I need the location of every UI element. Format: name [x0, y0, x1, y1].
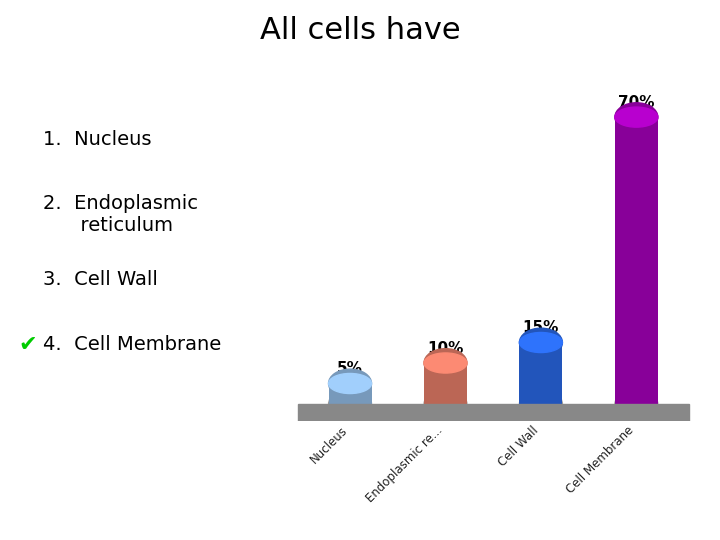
Text: 10%: 10%	[427, 341, 464, 356]
Ellipse shape	[615, 390, 658, 418]
Ellipse shape	[328, 390, 372, 418]
Bar	[297, 404, 689, 421]
Bar	[424, 363, 467, 404]
Bar	[519, 342, 562, 404]
Bar	[328, 383, 372, 404]
Ellipse shape	[424, 353, 467, 373]
Ellipse shape	[615, 103, 658, 131]
Text: 5%: 5%	[337, 361, 363, 376]
Text: 1.  Nucleus: 1. Nucleus	[43, 130, 152, 148]
Ellipse shape	[519, 328, 562, 357]
Text: 4.  Cell Membrane: 4. Cell Membrane	[43, 335, 222, 354]
Ellipse shape	[328, 374, 372, 394]
Ellipse shape	[519, 390, 562, 418]
Text: 2.  Endoplasmic
      reticulum: 2. Endoplasmic reticulum	[43, 194, 198, 235]
Bar	[615, 117, 658, 404]
Text: 3.  Cell Wall: 3. Cell Wall	[43, 270, 158, 289]
Ellipse shape	[424, 390, 467, 418]
Text: 15%: 15%	[523, 320, 559, 335]
Ellipse shape	[328, 369, 372, 398]
Text: All cells have: All cells have	[260, 16, 460, 45]
Text: ✔: ✔	[18, 335, 37, 355]
Ellipse shape	[519, 333, 562, 353]
Ellipse shape	[424, 349, 467, 377]
Ellipse shape	[615, 107, 658, 127]
Text: 70%: 70%	[618, 95, 654, 110]
